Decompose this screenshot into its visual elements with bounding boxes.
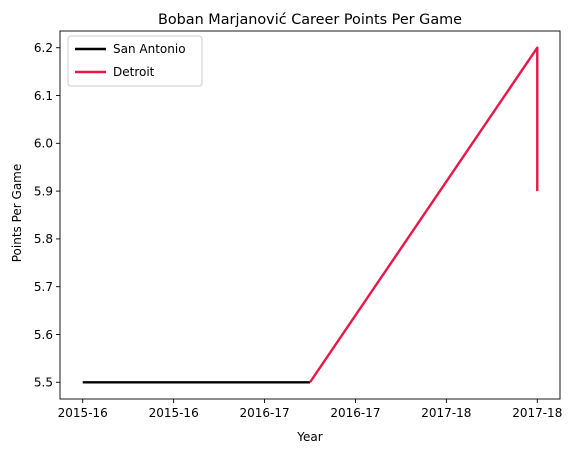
x-tick-label: 2016-17: [330, 406, 380, 420]
y-tick-label: 6.1: [34, 89, 53, 103]
y-tick-label: 5.6: [34, 328, 53, 342]
series-layer: [82, 46, 539, 384]
plot-frame: [59, 30, 561, 400]
series-line-detroit: [309, 46, 539, 383]
plot-area: 5.55.65.75.85.96.06.16.2 2015-16 2015-16 2…: [34, 30, 562, 420]
legend-label-san-antonio: San Antonio: [113, 42, 186, 56]
y-tick-label: 5.5: [34, 376, 53, 390]
chart-title: Boban Marjanović Career Points Per Game: [158, 12, 462, 28]
x-tick-label: 2017-18: [421, 406, 471, 420]
x-axis: 2015-16 2015-16 2016-17 2016-17 2017-18 2017-…: [58, 399, 562, 420]
legend: San Antonio Detroit: [67, 35, 203, 87]
y-tick-label: 6.0: [34, 137, 53, 151]
y-axis-label: Points Per Game: [10, 164, 24, 263]
x-tick-label: 2016-17: [239, 406, 289, 420]
y-tick-label: 5.7: [34, 280, 53, 294]
y-tick-label: 6.2: [34, 41, 53, 55]
x-tick-label: 2015-16: [58, 406, 108, 420]
y-tick-label: 5.9: [34, 184, 53, 198]
y-axis: 5.5 5.6 5.7 5.8 5.9 6.0 6.1 6.2: [34, 41, 60, 390]
x-axis-label: Year: [296, 430, 322, 444]
x-tick-label: 2017-18: [512, 406, 562, 420]
legend-label-detroit: Detroit: [113, 65, 155, 79]
x-tick-label: 2015-16: [149, 406, 199, 420]
y-tick-label: 5.8: [34, 232, 53, 246]
